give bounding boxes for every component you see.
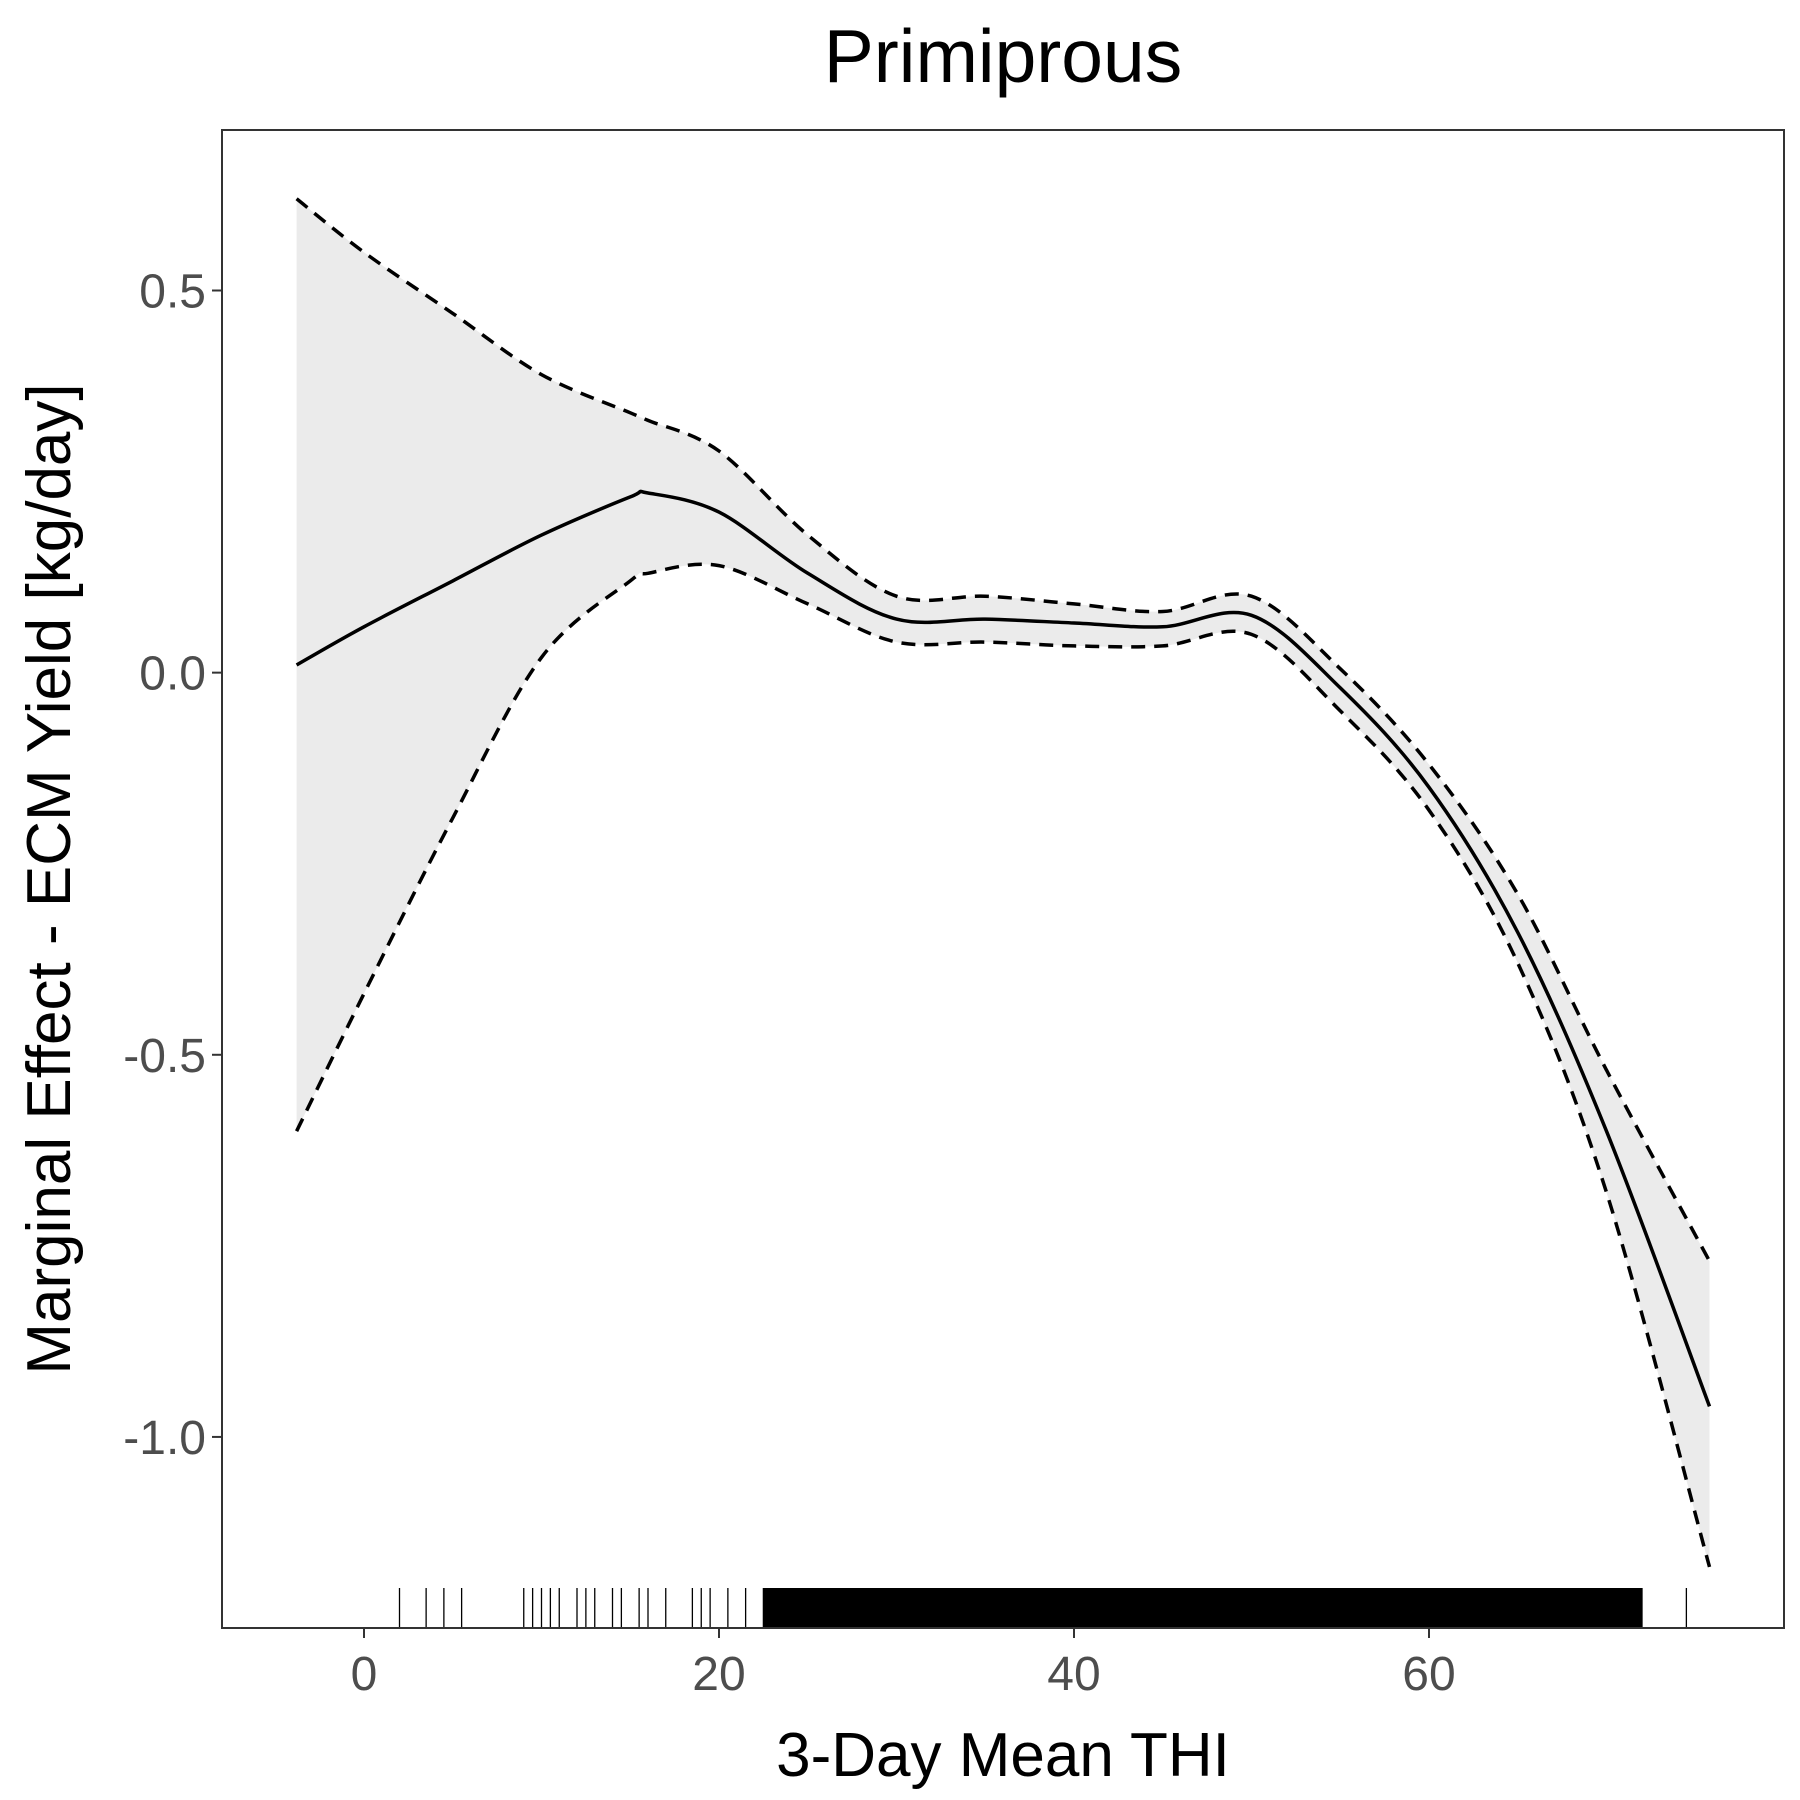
y-axis-title: Marginal Effect - ECM Yield [kg/day] bbox=[15, 383, 84, 1374]
x-axis-title: 3-Day Mean THI bbox=[776, 1721, 1230, 1790]
x-tick-label: 20 bbox=[692, 1648, 745, 1701]
y-tick-label: 0.0 bbox=[139, 648, 206, 701]
y-tick-label: 0.5 bbox=[139, 266, 206, 319]
estimate-line bbox=[295, 489, 1712, 1408]
lower-bound-line bbox=[295, 562, 1712, 1568]
plot-frame bbox=[221, 129, 1785, 1629]
x-tick-label: 40 bbox=[1047, 1648, 1100, 1701]
y-tick-label: -0.5 bbox=[123, 1030, 206, 1083]
x-tick-label: 60 bbox=[1402, 1648, 1455, 1701]
rug-dense-band bbox=[763, 1588, 1642, 1628]
plot-area bbox=[295, 197, 1712, 1628]
x-tick-label: 0 bbox=[351, 1648, 378, 1701]
rug bbox=[398, 1588, 1688, 1628]
y-tick-label: -1.0 bbox=[123, 1412, 206, 1465]
axis-ticks: 0 20 40 60 0.5 0.0 -0.5 -1.0 bbox=[123, 266, 1455, 1702]
chart-title: Primiprous bbox=[824, 14, 1182, 98]
upper-bound-line bbox=[295, 197, 1712, 1262]
confidence-ribbon bbox=[296, 198, 1710, 1567]
